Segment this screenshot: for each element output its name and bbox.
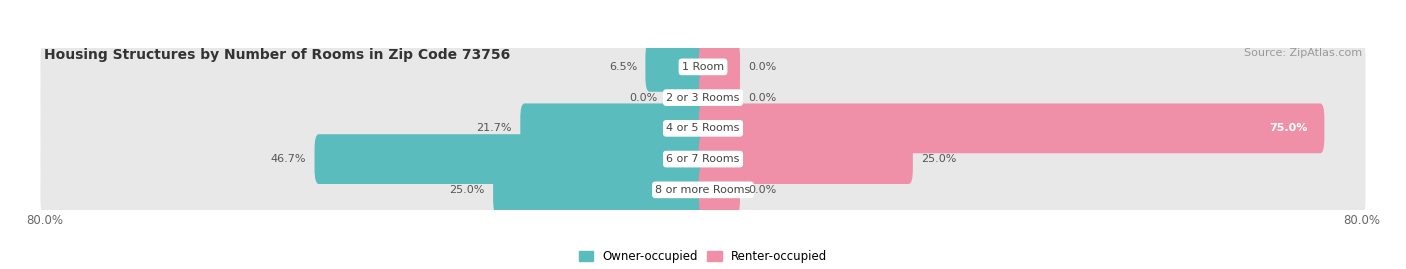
Text: 0.0%: 0.0% [748, 93, 776, 102]
Text: 0.0%: 0.0% [748, 62, 776, 72]
FancyBboxPatch shape [699, 134, 912, 184]
Text: 6.5%: 6.5% [609, 62, 637, 72]
FancyBboxPatch shape [699, 104, 1324, 153]
FancyBboxPatch shape [699, 73, 740, 122]
FancyBboxPatch shape [699, 165, 740, 215]
Text: 6 or 7 Rooms: 6 or 7 Rooms [666, 154, 740, 164]
Text: Housing Structures by Number of Rooms in Zip Code 73756: Housing Structures by Number of Rooms in… [45, 48, 510, 62]
Text: 4 or 5 Rooms: 4 or 5 Rooms [666, 123, 740, 133]
FancyBboxPatch shape [41, 104, 1365, 153]
Text: Source: ZipAtlas.com: Source: ZipAtlas.com [1243, 48, 1361, 58]
FancyBboxPatch shape [41, 165, 1365, 215]
FancyBboxPatch shape [41, 134, 1365, 184]
Text: 75.0%: 75.0% [1270, 123, 1308, 133]
Text: 46.7%: 46.7% [271, 154, 307, 164]
Text: 2 or 3 Rooms: 2 or 3 Rooms [666, 93, 740, 102]
Legend: Owner-occupied, Renter-occupied: Owner-occupied, Renter-occupied [576, 247, 830, 265]
FancyBboxPatch shape [699, 42, 740, 92]
Text: 0.0%: 0.0% [630, 93, 658, 102]
FancyBboxPatch shape [520, 104, 707, 153]
FancyBboxPatch shape [41, 73, 1365, 122]
FancyBboxPatch shape [315, 134, 707, 184]
FancyBboxPatch shape [645, 42, 707, 92]
FancyBboxPatch shape [41, 42, 1365, 92]
Text: 0.0%: 0.0% [748, 185, 776, 195]
Text: 8 or more Rooms: 8 or more Rooms [655, 185, 751, 195]
Text: 21.7%: 21.7% [477, 123, 512, 133]
Text: 25.0%: 25.0% [450, 185, 485, 195]
FancyBboxPatch shape [494, 165, 707, 215]
FancyBboxPatch shape [666, 73, 707, 122]
Text: 1 Room: 1 Room [682, 62, 724, 72]
Text: 25.0%: 25.0% [921, 154, 956, 164]
